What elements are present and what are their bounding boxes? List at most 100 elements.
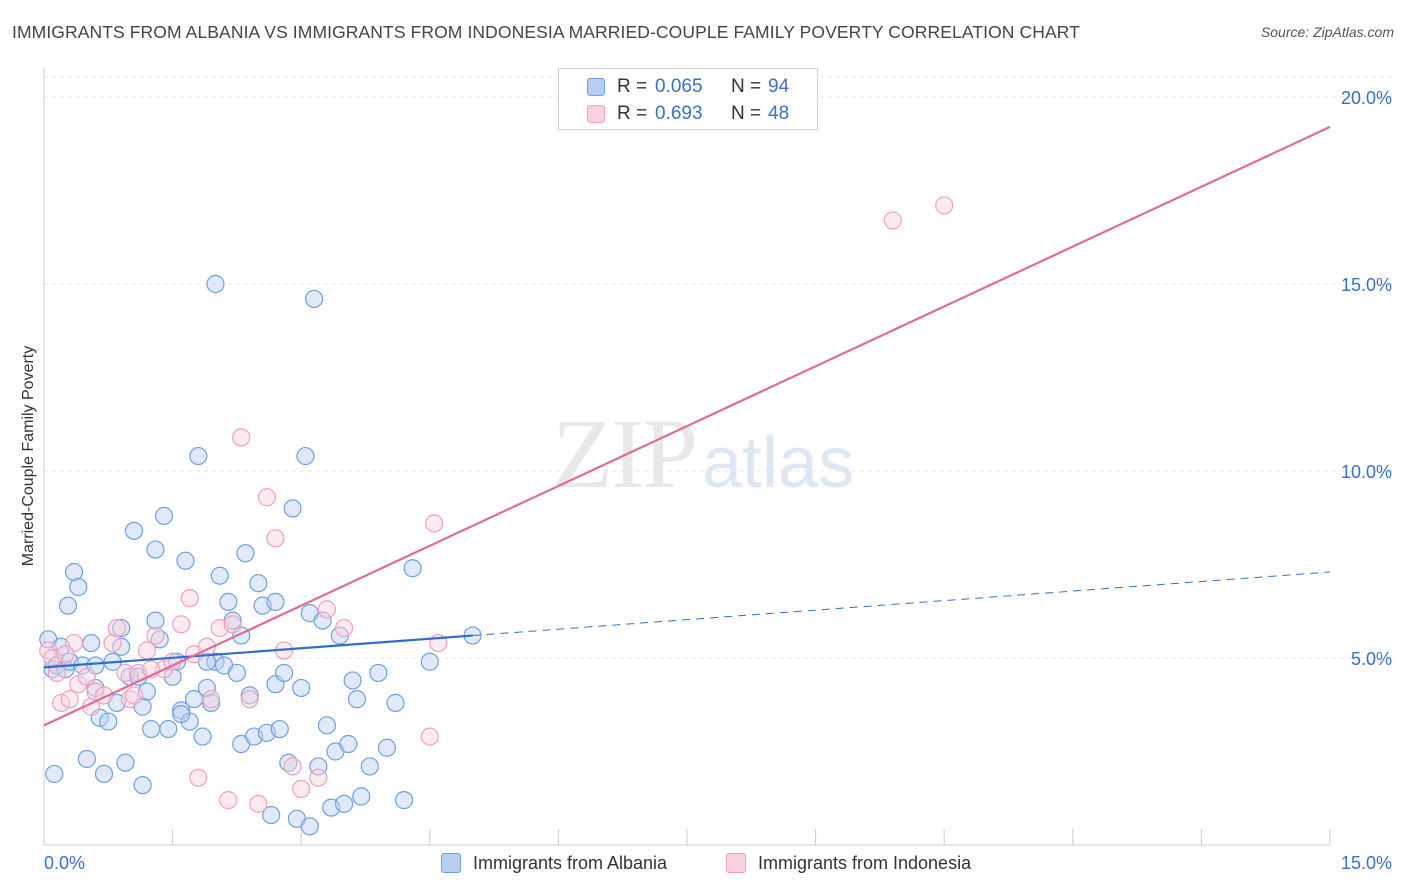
albania-point	[193, 727, 212, 746]
albania-point	[77, 749, 96, 769]
indonesia-point	[47, 663, 66, 683]
indonesia-point	[103, 633, 122, 653]
albania-swatch	[587, 78, 605, 96]
indonesia-point	[283, 757, 302, 776]
albania-point	[347, 690, 367, 709]
albania-point	[343, 671, 362, 690]
albania-point	[210, 566, 229, 585]
indonesia-point	[240, 690, 259, 709]
albania-point	[112, 618, 131, 638]
albania-point	[386, 693, 405, 712]
indonesia-point	[292, 779, 311, 799]
indonesia-point	[424, 514, 444, 533]
indonesia-point	[202, 690, 221, 709]
legend-albania-swatch	[441, 853, 461, 873]
albania-point	[292, 678, 311, 698]
indonesia-point	[257, 488, 277, 507]
albania-point	[159, 719, 178, 739]
indonesia-point	[146, 626, 165, 645]
albania-point	[313, 611, 332, 630]
albania-point	[176, 551, 195, 570]
albania-point	[154, 506, 174, 525]
legend-albania-label: Immigrants from Albania	[473, 853, 668, 873]
chart-title: IMMIGRANTS FROM ALBANIA VS IMMIGRANTS FR…	[12, 22, 1080, 42]
albania-n-label: N =	[731, 76, 762, 97]
indonesia-point	[124, 686, 144, 705]
albania-r-label: R =	[617, 76, 648, 97]
indonesia-point	[935, 196, 954, 215]
legend-indonesia-swatch	[726, 853, 746, 873]
albania-point	[283, 499, 302, 518]
albania-point	[206, 274, 225, 294]
indonesia-r-value: 0.693	[655, 103, 703, 124]
indonesia-point	[180, 589, 199, 608]
albania-point	[300, 817, 319, 836]
indonesia-point	[334, 618, 354, 638]
albania-point	[334, 794, 354, 813]
albania-point	[64, 562, 84, 582]
albania-point	[377, 738, 397, 757]
albania-point	[403, 559, 422, 578]
indonesia-trend-line	[43, 125, 1331, 727]
albania-point	[360, 757, 379, 776]
albania-n-value: 94	[768, 76, 790, 97]
albania-point	[270, 719, 289, 739]
albania-point	[146, 611, 165, 630]
y-tick-label: 15.0%	[1341, 275, 1392, 295]
albania-point	[317, 716, 337, 735]
albania-point	[249, 574, 268, 593]
albania-point	[339, 734, 358, 754]
albania-point	[296, 446, 315, 466]
indonesia-point	[189, 768, 208, 787]
indonesia-point	[266, 529, 285, 548]
stats-legend: R = 0.065 N = 94 R = 0.693 N = 48	[558, 68, 818, 130]
y-tick-label: 5.0%	[1351, 649, 1392, 669]
source-label: Source: ZipAtlas.com	[1260, 24, 1394, 40]
albania-point	[189, 446, 208, 466]
albania-point	[197, 678, 216, 698]
albania-point	[420, 652, 439, 671]
albania-point	[82, 633, 101, 653]
indonesia-point	[56, 645, 75, 664]
indonesia-point	[309, 768, 328, 787]
indonesia-point	[137, 641, 156, 660]
albania-point	[45, 764, 64, 784]
indonesia-point	[232, 428, 251, 447]
albania-point	[124, 521, 144, 540]
indonesia-r-label: R =	[617, 103, 648, 124]
indonesia-n-label: N =	[731, 103, 762, 124]
indonesia-point	[317, 600, 337, 619]
albania-point	[227, 663, 246, 683]
albania-point	[69, 577, 88, 597]
indonesia-point	[116, 663, 135, 683]
albania-point	[352, 787, 371, 806]
albania-point	[262, 805, 281, 825]
indonesia-n-value: 48	[768, 103, 790, 124]
watermark-zip: ZIP	[552, 398, 698, 509]
albania-point	[58, 596, 78, 615]
y-axis-label: Married-Couple Family Poverty	[20, 345, 37, 567]
albania-point	[304, 289, 324, 309]
albania-point	[274, 663, 294, 683]
albania-point	[394, 791, 414, 810]
albania-point	[266, 592, 285, 612]
albania-r-value: 0.065	[655, 76, 703, 97]
indonesia-point	[883, 211, 902, 230]
indonesia-point	[249, 794, 268, 813]
albania-point	[94, 764, 114, 784]
y-tick-label: 20.0%	[1341, 88, 1392, 108]
albania-point	[133, 776, 152, 795]
indonesia-point	[219, 791, 238, 810]
x-tick-label: 0.0%	[44, 853, 85, 873]
indonesia-point	[107, 618, 126, 638]
albania-point	[99, 712, 118, 731]
albania-trend-extension	[472, 571, 1331, 637]
watermark: ZIPatlas	[552, 396, 854, 511]
legend-indonesia-label: Immigrants from Indonesia	[758, 853, 972, 873]
albania-point	[146, 540, 165, 559]
albania-point	[172, 704, 191, 724]
y-tick-label: 10.0%	[1341, 462, 1392, 482]
x-tick-label: 15.0%	[1341, 853, 1392, 873]
albania-point	[142, 719, 161, 739]
albania-point	[219, 592, 238, 612]
